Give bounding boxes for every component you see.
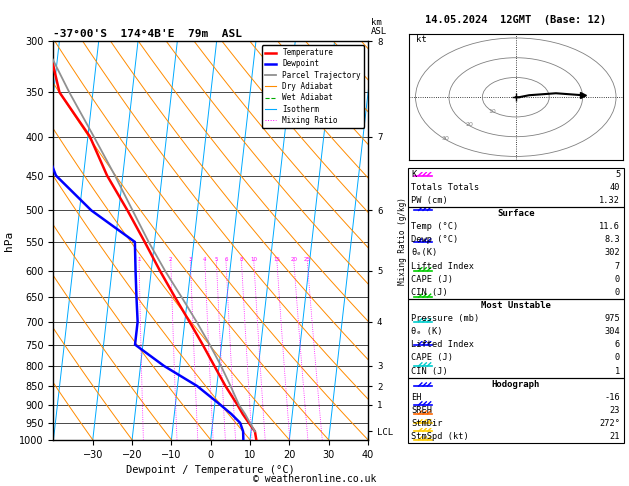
Text: 1: 1 bbox=[615, 366, 620, 376]
Text: 8: 8 bbox=[240, 258, 243, 262]
Text: Temp (°C): Temp (°C) bbox=[411, 222, 459, 231]
Text: 7: 7 bbox=[615, 261, 620, 271]
Text: Lifted Index: Lifted Index bbox=[411, 261, 474, 271]
Text: 20: 20 bbox=[290, 258, 298, 262]
Text: 6: 6 bbox=[224, 258, 228, 262]
Text: K: K bbox=[411, 170, 416, 179]
Text: 1.32: 1.32 bbox=[599, 196, 620, 205]
Text: θₑ (K): θₑ (K) bbox=[411, 327, 443, 336]
Text: 5: 5 bbox=[214, 258, 218, 262]
Text: 2: 2 bbox=[169, 258, 172, 262]
Legend: Temperature, Dewpoint, Parcel Trajectory, Dry Adiabat, Wet Adiabat, Isotherm, Mi: Temperature, Dewpoint, Parcel Trajectory… bbox=[262, 45, 364, 128]
Text: 40: 40 bbox=[610, 183, 620, 192]
Text: 14.05.2024  12GMT  (Base: 12): 14.05.2024 12GMT (Base: 12) bbox=[425, 15, 606, 25]
Text: 0: 0 bbox=[615, 288, 620, 297]
Text: kt: kt bbox=[416, 35, 426, 44]
Text: CIN (J): CIN (J) bbox=[411, 366, 448, 376]
Text: 304: 304 bbox=[604, 327, 620, 336]
Text: 6: 6 bbox=[615, 340, 620, 349]
Text: CAPE (J): CAPE (J) bbox=[411, 275, 454, 284]
Text: Most Unstable: Most Unstable bbox=[481, 301, 551, 310]
Text: 0: 0 bbox=[615, 353, 620, 363]
Text: 23: 23 bbox=[610, 406, 620, 415]
Text: 0: 0 bbox=[615, 275, 620, 284]
Text: 8.3: 8.3 bbox=[604, 235, 620, 244]
Text: 302: 302 bbox=[604, 248, 620, 258]
Text: 3: 3 bbox=[189, 258, 192, 262]
Text: 20: 20 bbox=[465, 122, 473, 127]
Text: 10: 10 bbox=[250, 258, 257, 262]
X-axis label: Dewpoint / Temperature (°C): Dewpoint / Temperature (°C) bbox=[126, 465, 295, 475]
Text: θₑ(K): θₑ(K) bbox=[411, 248, 438, 258]
Text: CAPE (J): CAPE (J) bbox=[411, 353, 454, 363]
Text: StmDir: StmDir bbox=[411, 419, 443, 428]
Text: 21: 21 bbox=[610, 432, 620, 441]
Text: -16: -16 bbox=[604, 393, 620, 402]
Text: Pressure (mb): Pressure (mb) bbox=[411, 314, 480, 323]
Text: 1: 1 bbox=[137, 258, 141, 262]
Text: 15: 15 bbox=[274, 258, 281, 262]
Text: PW (cm): PW (cm) bbox=[411, 196, 448, 205]
Text: Totals Totals: Totals Totals bbox=[411, 183, 480, 192]
Text: StmSpd (kt): StmSpd (kt) bbox=[411, 432, 469, 441]
Text: Lifted Index: Lifted Index bbox=[411, 340, 474, 349]
Text: SREH: SREH bbox=[411, 406, 432, 415]
Text: 11.6: 11.6 bbox=[599, 222, 620, 231]
Text: 25: 25 bbox=[304, 258, 311, 262]
Text: EH: EH bbox=[411, 393, 422, 402]
Text: © weatheronline.co.uk: © weatheronline.co.uk bbox=[253, 473, 376, 484]
Text: Hodograph: Hodograph bbox=[492, 380, 540, 389]
Text: 5: 5 bbox=[615, 170, 620, 179]
Text: 975: 975 bbox=[604, 314, 620, 323]
Text: 30: 30 bbox=[442, 136, 450, 141]
Text: Mixing Ratio (g/kg): Mixing Ratio (g/kg) bbox=[398, 197, 407, 284]
Text: 272°: 272° bbox=[599, 419, 620, 428]
Text: CIN (J): CIN (J) bbox=[411, 288, 448, 297]
Text: 4: 4 bbox=[203, 258, 206, 262]
Y-axis label: hPa: hPa bbox=[4, 230, 14, 251]
Text: km
ASL: km ASL bbox=[371, 18, 387, 36]
Text: Surface: Surface bbox=[497, 209, 535, 218]
Text: -37°00'S  174°4B'E  79m  ASL: -37°00'S 174°4B'E 79m ASL bbox=[53, 29, 242, 39]
Text: Dewp (°C): Dewp (°C) bbox=[411, 235, 459, 244]
Text: 10: 10 bbox=[489, 108, 496, 114]
